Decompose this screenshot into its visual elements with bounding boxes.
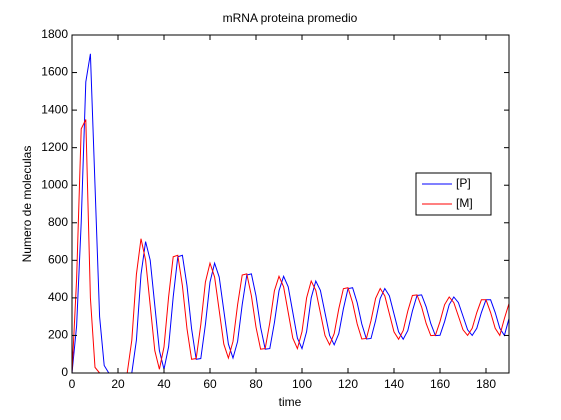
series-line: [72, 53, 509, 373]
y-tick-label: 800: [48, 215, 68, 229]
y-tick-label: 1600: [41, 65, 68, 79]
x-axis-label: time: [279, 395, 302, 409]
y-tick-label: 200: [48, 328, 68, 342]
x-tick-label: 80: [249, 377, 263, 391]
x-tick-label: 160: [430, 377, 450, 391]
x-tick-label: 100: [292, 377, 312, 391]
x-tick-label: 60: [203, 377, 217, 391]
y-tick-label: 0: [61, 365, 68, 379]
x-tick-label: 20: [111, 377, 125, 391]
legend-label: [M]: [456, 196, 473, 210]
y-tick-label: 1800: [41, 27, 68, 41]
axes-box: [71, 34, 510, 374]
chart-title: mRNA proteina promedio: [223, 11, 358, 25]
y-tick-label: 600: [48, 253, 68, 267]
y-tick-label: 1400: [41, 102, 68, 116]
legend-label: [P]: [456, 176, 471, 190]
x-tick-label: 0: [69, 377, 76, 391]
y-tick-label: 400: [48, 290, 68, 304]
x-tick-label: 40: [157, 377, 171, 391]
series-line: [72, 119, 509, 373]
x-tick-label: 180: [476, 377, 496, 391]
y-tick-label: 1200: [41, 140, 68, 154]
x-tick-label: 120: [338, 377, 358, 391]
y-axis-label: Numero de moleculas: [20, 146, 34, 263]
y-tick-label: 1000: [41, 177, 68, 191]
x-tick-label: 140: [384, 377, 404, 391]
legend-box: [415, 172, 492, 216]
